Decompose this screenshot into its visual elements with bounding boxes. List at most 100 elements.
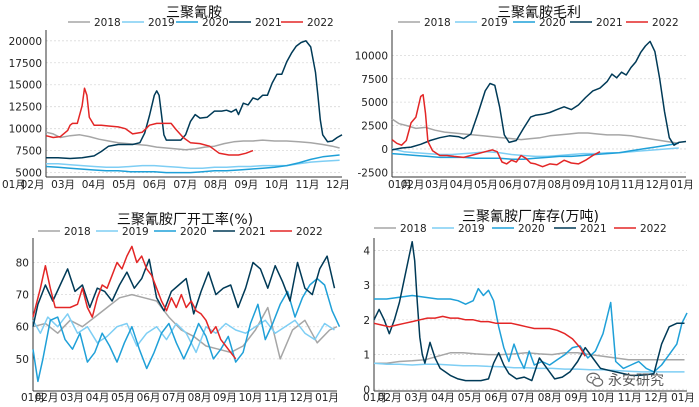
x-tick-label: 09月 — [572, 179, 596, 191]
x-tick-label: 05月 — [458, 392, 482, 404]
legend-label-2020: 2020 — [518, 223, 545, 235]
y-tick-label: 10000 — [9, 124, 42, 136]
x-tick-label: 04月 — [450, 179, 474, 191]
legend-label-2022: 2022 — [652, 17, 679, 29]
legend-label-2018: 2018 — [424, 17, 451, 29]
x-tick-label: 10月 — [597, 179, 621, 191]
x-tick-label: 06月 — [499, 179, 523, 191]
series-line-2021 — [373, 240, 685, 382]
series-line-2021 — [46, 40, 343, 160]
x-tick-label: 11月 — [264, 392, 288, 404]
x-tick-label: 12月 — [644, 392, 668, 404]
y-tick-label: 7500 — [361, 74, 388, 86]
x-tick-label: 01月 — [21, 392, 45, 404]
x-tick-label: 01月 — [671, 392, 695, 404]
x-tick-label: 02月 — [401, 179, 425, 191]
y-tick-label: 50 — [16, 354, 29, 366]
legend-label-2018: 2018 — [94, 17, 121, 29]
legend-label-2020: 2020 — [180, 226, 207, 238]
x-tick-label: 08月 — [548, 179, 572, 191]
y-tick-label: -2500 — [357, 167, 388, 179]
legend-label-2021: 2021 — [239, 226, 266, 238]
y-tick-label: 0 — [381, 144, 388, 156]
x-tick-label: 09月 — [213, 392, 237, 404]
series-line-2019 — [373, 362, 685, 373]
watermark-text: 永安研究 — [608, 373, 664, 389]
series-line-2019 — [32, 313, 335, 354]
legend-label-2018: 2018 — [400, 223, 427, 235]
y-tick-label: 2500 — [361, 121, 388, 133]
y-tick-label: 80 — [16, 257, 29, 269]
x-tick-label: 05月 — [474, 179, 498, 191]
legend-label-2018: 2018 — [64, 226, 91, 238]
y-tick-label: 5000 — [15, 168, 42, 180]
x-tick-label: 11月 — [296, 179, 320, 191]
series-line-2020 — [391, 142, 679, 160]
x-tick-label: 03月 — [51, 179, 75, 191]
series-line-2022 — [32, 245, 237, 360]
x-tick-label: 07月 — [523, 179, 547, 191]
legend-label-2020: 2020 — [202, 17, 229, 29]
x-tick-label: 09月 — [234, 179, 258, 191]
legend-label-2019: 2019 — [458, 223, 485, 235]
y-tick-label: 5000 — [361, 97, 388, 109]
wechat-icon — [586, 372, 604, 387]
x-tick-label: 09月 — [564, 392, 588, 404]
series-line-2021 — [391, 40, 687, 151]
x-tick-label: 03月 — [60, 392, 84, 404]
x-tick-label: 06月 — [484, 392, 508, 404]
x-tick-label: 05月 — [112, 179, 136, 191]
x-tick-label: 01月 — [315, 392, 339, 404]
x-tick-label: 11月 — [618, 392, 642, 404]
x-tick-label: 11月 — [621, 179, 645, 191]
x-tick-label: 06月 — [143, 179, 167, 191]
series-line-2020 — [45, 154, 340, 174]
y-tick-label: 4 — [363, 245, 370, 257]
y-tick-label: 15000 — [9, 80, 42, 92]
chart-title: 三聚氰胺厂开工率(%) — [117, 211, 253, 228]
x-tick-label: 04月 — [431, 392, 455, 404]
x-tick-label: 04月 — [86, 392, 110, 404]
y-tick-label: 12500 — [9, 102, 42, 114]
x-tick-label: 02月 — [21, 179, 45, 191]
x-tick-label: 10月 — [239, 392, 263, 404]
y-tick-label: 10000 — [355, 50, 388, 62]
x-tick-label: 10月 — [591, 392, 615, 404]
series-line-2020 — [374, 287, 688, 373]
x-tick-label: 08月 — [188, 392, 212, 404]
x-tick-label: 03月 — [425, 179, 449, 191]
x-tick-label: 02月 — [378, 392, 402, 404]
x-tick-label: 07月 — [162, 392, 186, 404]
series-line-2018 — [374, 352, 685, 364]
y-tick-label: 17500 — [9, 58, 42, 70]
x-tick-label: 04月 — [82, 179, 106, 191]
x-tick-label: 08月 — [538, 392, 562, 404]
x-tick-label: 12月 — [326, 179, 350, 191]
series-line-2022 — [373, 315, 586, 357]
series-line-2018 — [391, 118, 679, 145]
chart-title: 三聚氰胺 — [166, 5, 222, 21]
chart-title: 三聚氰胺毛利 — [497, 5, 581, 21]
legend-label-2021: 2021 — [580, 223, 607, 235]
legend-label-2021: 2021 — [596, 17, 623, 29]
x-tick-label: 05月 — [111, 392, 135, 404]
x-tick-label: 07月 — [173, 179, 197, 191]
y-tick-label: 2 — [363, 315, 370, 327]
y-tick-label: 70 — [16, 290, 29, 302]
x-tick-label: 07月 — [511, 392, 535, 404]
series-line-2019 — [391, 147, 679, 158]
x-tick-label: 01月 — [2, 179, 26, 191]
legend-label-2020: 2020 — [539, 17, 566, 29]
x-tick-label: 12月 — [290, 392, 314, 404]
y-tick-label: 20000 — [9, 36, 42, 48]
series-line-2022 — [45, 87, 254, 156]
chart-title: 三聚氰胺厂库存(万吨) — [462, 209, 599, 225]
y-tick-label: 7500 — [15, 146, 42, 158]
x-tick-label: 01月 — [670, 179, 694, 191]
series-line-2020 — [32, 277, 341, 383]
x-tick-label: 12月 — [646, 179, 670, 191]
chart-panel-2: 三聚氰胺毛利 -2500 0 2500 5000 7500 10000 01月 02月 03月 04… — [355, 5, 694, 191]
